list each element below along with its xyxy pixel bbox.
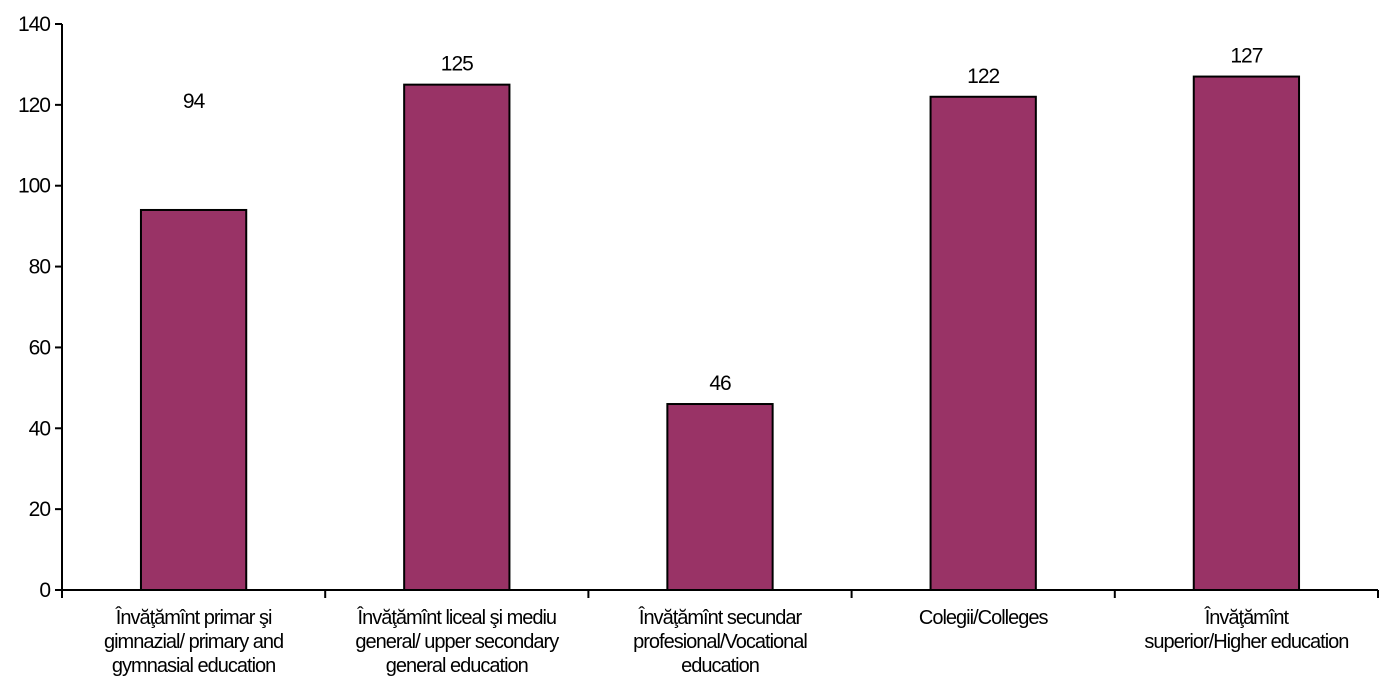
y-tick-label: 100 — [18, 175, 50, 198]
data-labels: 94 125 46 122 127 — [183, 45, 1264, 395]
data-label: 46 — [709, 372, 731, 395]
y-tick-label: 60 — [29, 336, 51, 359]
category-labels: Învăţămînt primar şi gimnazial/ primary a… — [104, 606, 1349, 677]
category-label: Învăţămînt liceal şi mediu general/ upper… — [355, 606, 559, 677]
y-axis-ticks: 0 20 40 60 80 100 120 140 — [18, 13, 62, 602]
data-label: 122 — [967, 65, 999, 88]
data-label: 127 — [1230, 45, 1262, 68]
y-tick-label: 140 — [18, 13, 50, 36]
y-tick-label: 40 — [29, 417, 51, 440]
y-tick-label: 120 — [18, 94, 50, 117]
y-tick-label: 20 — [29, 498, 51, 521]
x-axis-ticks — [61, 590, 1379, 598]
bar — [403, 83, 511, 592]
bar — [929, 95, 1037, 592]
category-label: Învăţămînt primar şi gimnazial/ primary a… — [104, 606, 283, 677]
data-label: 94 — [183, 90, 206, 113]
data-label: 125 — [441, 53, 473, 76]
category-label: Învăţămînt superior/Higher education — [1144, 606, 1348, 653]
bars — [139, 75, 1301, 592]
y-tick-label: 80 — [29, 256, 51, 279]
bar — [666, 403, 774, 591]
bar — [1192, 75, 1301, 592]
bar — [139, 208, 248, 591]
category-label: Învăţămînt secundar profesional/Vocationa… — [633, 606, 807, 677]
y-tick-label: 0 — [39, 579, 50, 602]
category-label: Colegii/Colleges — [919, 607, 1049, 629]
